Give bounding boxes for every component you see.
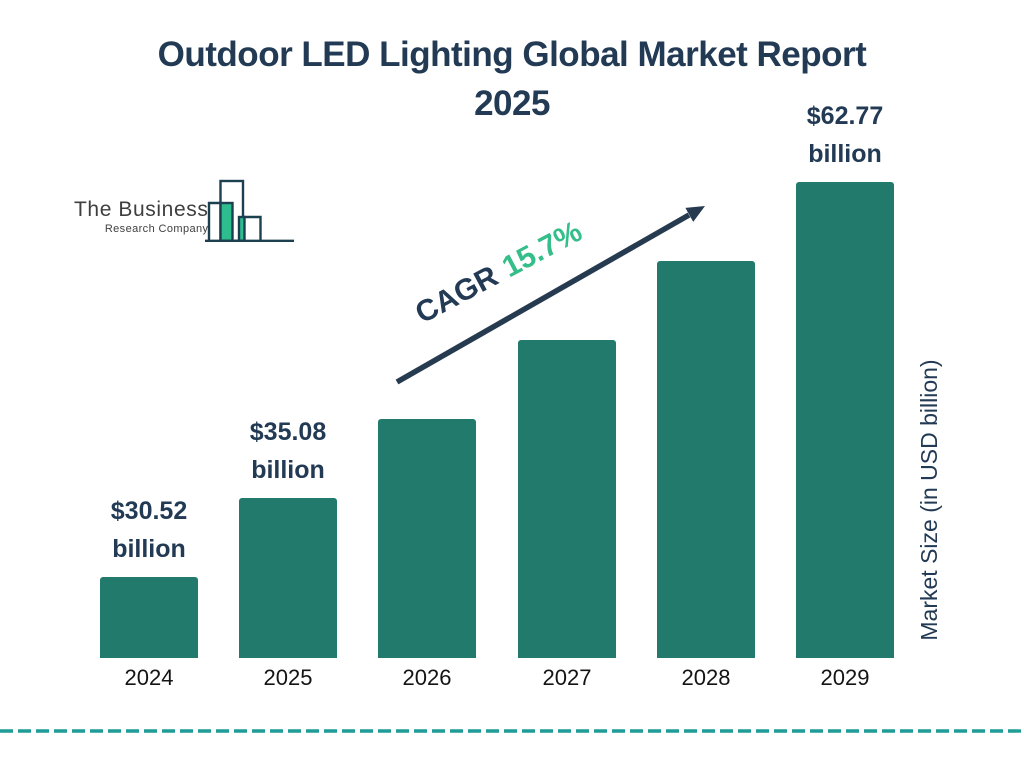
bar-2029 — [796, 182, 894, 658]
logo-company-subname: Research Company — [104, 223, 209, 235]
x-tick-label-2028: 2028 — [681, 665, 731, 690]
bar-group-2026: 2026 — [378, 419, 476, 690]
logo-company-name: The Business — [74, 198, 209, 221]
x-tick-label-2025: 2025 — [263, 665, 313, 690]
company-logo: The Business Research Company — [74, 174, 296, 242]
logo-bars-icon — [205, 179, 295, 242]
bar-group-2028: 2028 — [657, 261, 755, 690]
bar-2024 — [100, 577, 198, 658]
x-tick-label-2024: 2024 — [124, 665, 174, 690]
value-label-2025: $35.08 billion — [249, 418, 327, 484]
x-tick-label-2027: 2027 — [542, 665, 592, 690]
page-title-line1: Outdoor LED Lighting Global Market Repor… — [157, 35, 867, 74]
page-title: Outdoor LED Lighting Global Market Repor… — [0, 30, 1024, 128]
y-axis-label: Market Size (in USD billion) — [916, 359, 942, 641]
x-tick-label-2029: 2029 — [820, 665, 870, 690]
bar-2027 — [518, 340, 616, 658]
value-label-2029: $62.77 billion — [806, 102, 884, 168]
bar-2028 — [657, 261, 755, 658]
bar-2026 — [378, 419, 476, 658]
page-title-line2: 2025 — [474, 84, 550, 123]
bar-2025 — [239, 498, 337, 658]
bar-group-2029: 2029 $62.77 billion — [796, 102, 894, 690]
bar-group-2024: 2024 $30.52 billion — [100, 497, 198, 690]
value-label-2024: $30.52 billion — [110, 497, 188, 563]
bar-group-2027: 2027 — [518, 340, 616, 690]
bar-group-2025: 2025 $35.08 billion — [239, 418, 337, 690]
x-tick-label-2026: 2026 — [402, 665, 452, 690]
logo-text: The Business Research Company — [74, 198, 208, 235]
